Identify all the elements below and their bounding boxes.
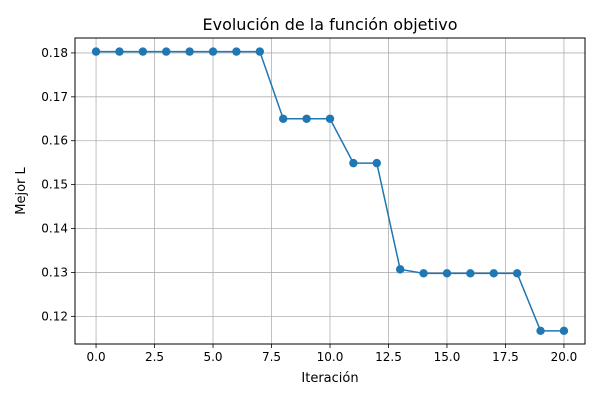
data-point <box>490 269 498 277</box>
y-tick-label: 0.18 <box>41 46 68 60</box>
data-point <box>162 47 170 55</box>
data-point <box>279 115 287 123</box>
x-tick-label: 5.0 <box>203 350 222 364</box>
x-tick-label: 12.5 <box>375 350 402 364</box>
chart-title: Evolución de la función objetivo <box>202 15 457 34</box>
data-point <box>115 47 123 55</box>
data-point <box>92 47 100 55</box>
data-point <box>419 269 427 277</box>
data-point <box>443 269 451 277</box>
y-tick-label: 0.13 <box>41 265 68 279</box>
data-point <box>560 327 568 335</box>
x-axis-label: Iteración <box>301 371 358 386</box>
x-tick-label: 20.0 <box>551 350 578 364</box>
data-point <box>466 269 474 277</box>
data-point <box>396 265 404 273</box>
x-tick-label: 0.0 <box>87 350 106 364</box>
data-point <box>513 269 521 277</box>
x-tick-label: 15.0 <box>434 350 461 364</box>
x-tick-label: 2.5 <box>145 350 164 364</box>
data-point <box>139 47 147 55</box>
data-point <box>373 159 381 167</box>
data-point <box>536 327 544 335</box>
x-tick-label: 17.5 <box>492 350 519 364</box>
data-point <box>302 115 310 123</box>
x-tick-label: 10.0 <box>317 350 344 364</box>
data-point <box>232 47 240 55</box>
grid <box>75 38 585 344</box>
y-tick-label: 0.16 <box>41 134 68 148</box>
y-axis-label: Mejor L <box>14 166 29 214</box>
data-point <box>256 47 264 55</box>
x-tick-label: 7.5 <box>262 350 281 364</box>
data-point <box>326 115 334 123</box>
data-point <box>185 47 193 55</box>
data-point <box>209 47 217 55</box>
y-tick-label: 0.14 <box>41 222 68 236</box>
data-point <box>349 159 357 167</box>
y-tick-label: 0.12 <box>41 309 68 323</box>
y-tick-label: 0.17 <box>41 90 68 104</box>
y-tick-label: 0.15 <box>41 178 68 192</box>
